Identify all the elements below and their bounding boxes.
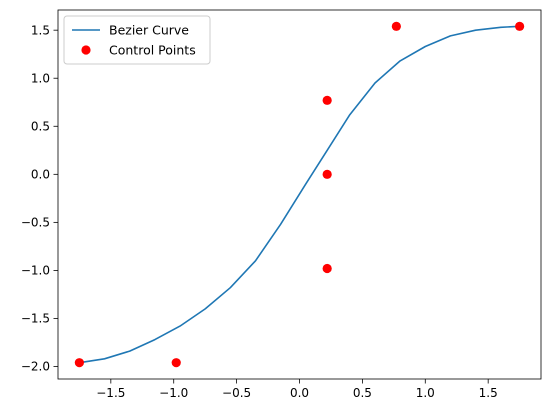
- y-tick-label: 0.0: [31, 168, 50, 182]
- x-tick-label: −0.5: [222, 386, 251, 400]
- y-tick-label: −1.0: [21, 264, 50, 278]
- control-point-marker: [171, 358, 181, 368]
- legend-label-control-points: Control Points: [109, 43, 196, 58]
- plot-layer: [74, 21, 525, 368]
- y-tick-label: −1.5: [21, 312, 50, 326]
- bezier-curve-line: [79, 25, 520, 364]
- y-tick-label: 1.0: [31, 71, 50, 85]
- control-point-marker: [322, 169, 332, 179]
- control-point-marker: [322, 263, 332, 274]
- y-tick-label: 1.5: [31, 23, 50, 37]
- control-point-marker: [515, 21, 525, 31]
- x-tick-label: 0.5: [353, 386, 372, 400]
- legend-label-bezier-curve: Bezier Curve: [109, 23, 189, 38]
- legend-marker-swatch: [81, 45, 91, 55]
- x-tick-label: 1.5: [479, 386, 498, 400]
- x-tick-label: 0.0: [290, 386, 309, 400]
- control-point-marker: [74, 358, 84, 368]
- legend-box: [63, 15, 211, 65]
- axes-layer: −1.5 −1.0 −0.5 0.0 0.5 1.0 1.5 −2.0 −1.5 −1.0 −0.5…: [21, 9, 542, 400]
- x-tick-label: −1.0: [159, 386, 188, 400]
- x-tick-label: −1.5: [96, 386, 125, 400]
- y-tick-label: 0.5: [31, 119, 50, 133]
- control-point-marker: [391, 21, 401, 31]
- control-point-marker: [322, 95, 332, 105]
- x-tick-label: 1.0: [416, 386, 435, 400]
- y-tick-label: −0.5: [21, 216, 50, 230]
- y-tick-label: −2.0: [21, 360, 50, 374]
- legend: Bezier Curve Control Points: [63, 15, 211, 65]
